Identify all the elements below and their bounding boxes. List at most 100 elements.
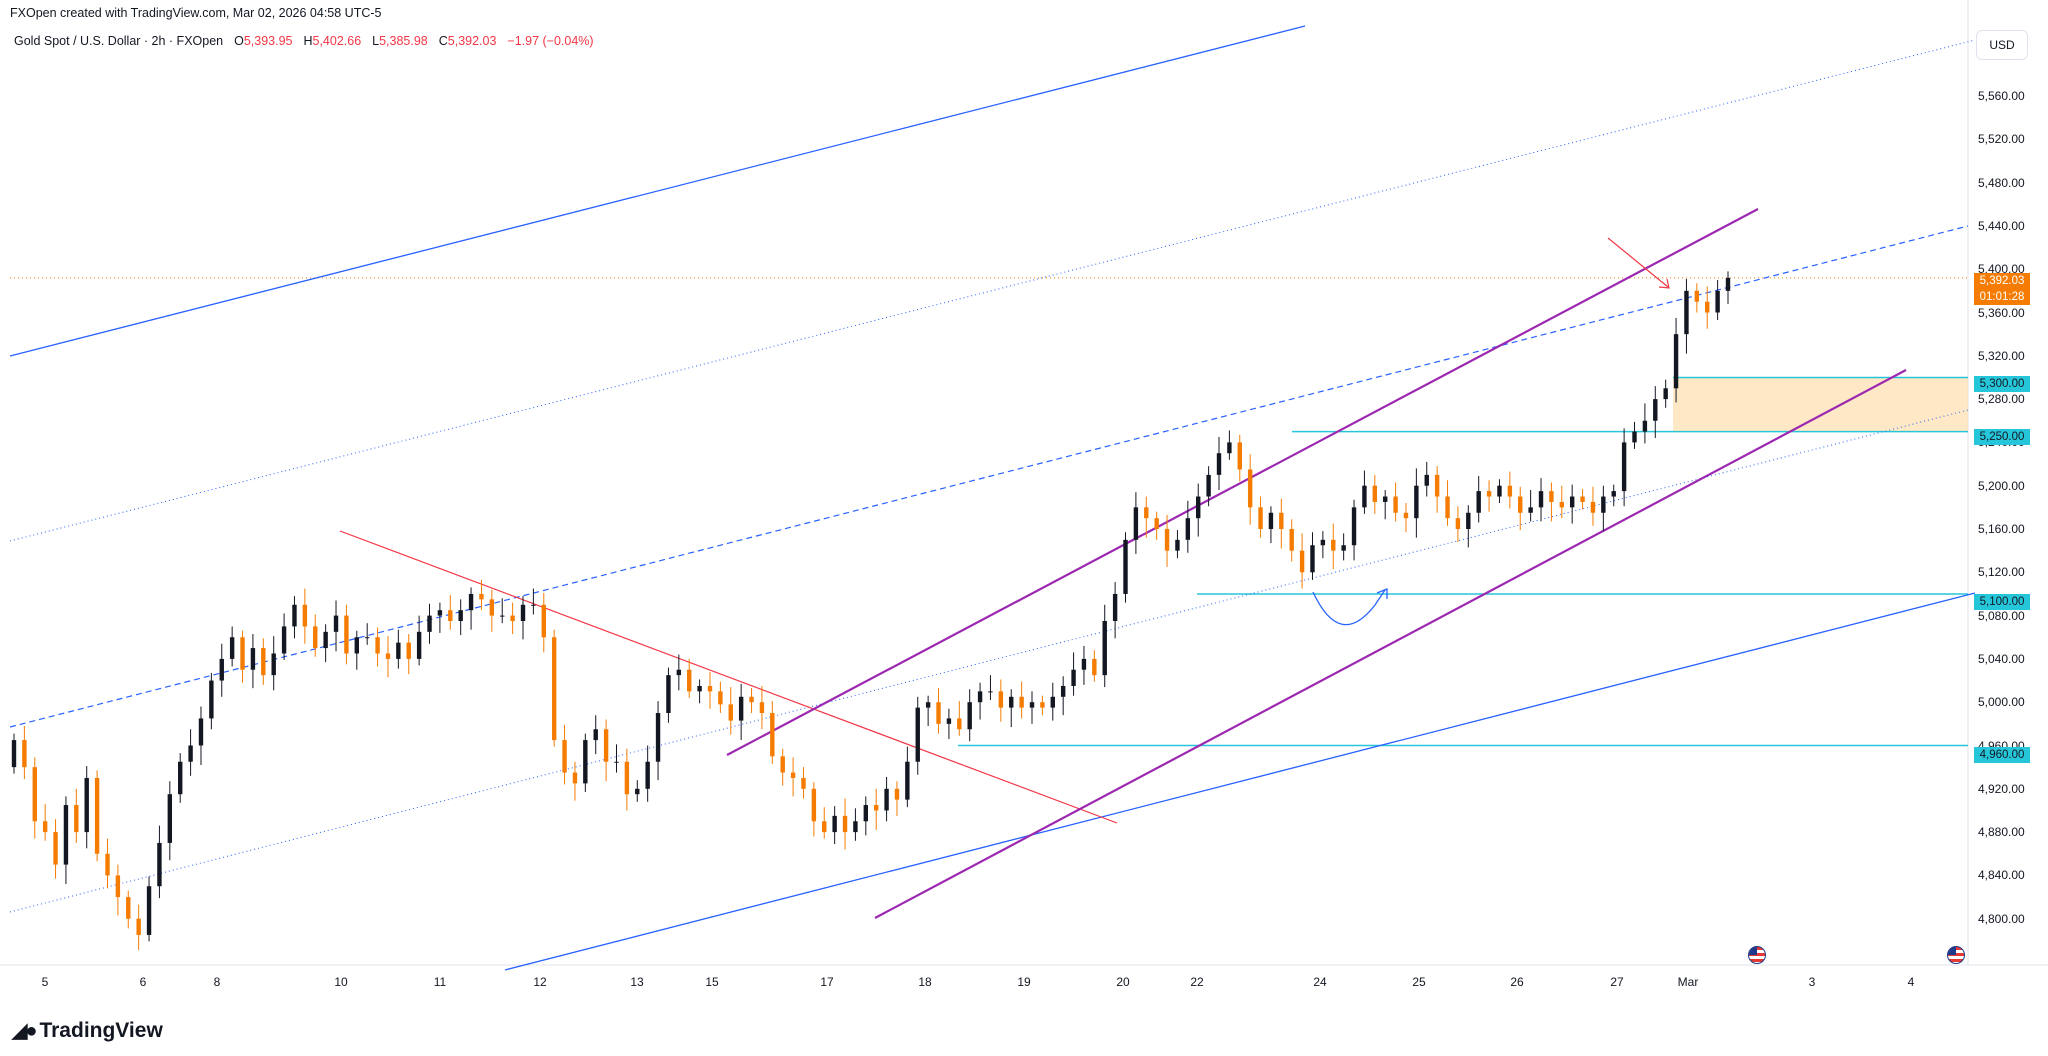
candle-body — [32, 767, 37, 822]
candle-body — [957, 718, 962, 730]
candle-body — [292, 604, 297, 627]
candle-body — [562, 740, 567, 773]
candle-body — [967, 702, 972, 730]
candle-body — [718, 691, 723, 705]
candle-body — [1590, 501, 1596, 513]
candle-body — [1486, 491, 1492, 497]
price-tick-label: 5,400.00 — [1978, 262, 2025, 277]
tradingview-logo-text: TradingView — [39, 1019, 163, 1042]
symbol-name[interactable]: Gold Spot / U.S. Dollar · 2h · FXOpen — [14, 34, 224, 48]
channel-lower-line — [874, 369, 1907, 919]
candle-body — [1206, 474, 1211, 497]
candle-body — [905, 761, 910, 800]
candle-body — [1019, 696, 1024, 708]
price-tick-label: 5,480.00 — [1978, 175, 2025, 190]
candle-body — [385, 653, 391, 659]
candle-body — [687, 669, 692, 692]
blue-channel-upper-mid-line — [9, 39, 1976, 542]
candle-body — [1196, 496, 1201, 519]
price-tick-label: 5,080.00 — [1978, 608, 2025, 623]
candle-body — [1715, 290, 1720, 313]
down-arrow-head — [1658, 278, 1670, 289]
candle-body — [1351, 507, 1357, 546]
candle-body — [1601, 496, 1606, 513]
candle-body — [261, 648, 266, 676]
candle-body — [126, 897, 131, 919]
candle-body — [697, 685, 702, 692]
price-tick-label: 5,200.00 — [1978, 478, 2025, 493]
candle-body — [209, 680, 214, 719]
candle-body — [1621, 442, 1627, 492]
candle-body — [915, 707, 920, 762]
price-tick-label: 5,560.00 — [1978, 89, 2025, 103]
candle-body — [1684, 290, 1689, 335]
candle-body — [1393, 496, 1398, 513]
symbol-legend[interactable]: Gold Spot / U.S. Dollar · 2h · FXOpen O5… — [14, 34, 594, 48]
chart-credit: FXOpen created with TradingView.com, Mar… — [10, 6, 382, 20]
candle-body — [302, 604, 308, 627]
candle-body — [1653, 399, 1658, 421]
candle-body — [94, 777, 100, 854]
candle-body — [801, 777, 806, 789]
date-tick-label: 27 — [1610, 975, 1624, 989]
candle-body — [1320, 539, 1326, 546]
candle-body — [1362, 485, 1367, 508]
date-tick-label: 10 — [334, 975, 348, 989]
price-tick-label: 5,520.00 — [1978, 132, 2025, 147]
current-price-tag: 5,392.03 — [1974, 273, 2030, 289]
level-tag-4960: 4,960.00 — [1974, 747, 2030, 763]
date-tick-label: 22 — [1190, 975, 1204, 989]
price-tick-label: 5,000.00 — [1978, 695, 2025, 710]
level-tag-5250: 5,250.00 — [1974, 429, 2030, 445]
candle-body — [1569, 496, 1575, 508]
candle-body — [1642, 420, 1648, 432]
us-event-flag-icon[interactable] — [1748, 946, 1766, 964]
candle-body — [884, 788, 889, 811]
candle-body — [489, 599, 495, 616]
tradingview-logo-icon: ◢● — [12, 1020, 38, 1042]
candle-body — [1414, 485, 1419, 519]
candle-body — [1466, 512, 1471, 529]
high-value: 5,402.66 — [312, 34, 362, 48]
candles-layer — [11, 271, 1731, 951]
candle-body — [1518, 496, 1523, 513]
candle-body — [406, 642, 411, 659]
currency-button[interactable]: USD — [1976, 30, 2028, 60]
candle-body — [832, 815, 837, 833]
candle-body — [1289, 529, 1294, 551]
candle-body — [250, 648, 256, 670]
price-tick-label: 5,320.00 — [1978, 348, 2025, 363]
candle-body — [1050, 696, 1055, 708]
candle-body — [1403, 512, 1409, 519]
candle-body — [655, 713, 661, 762]
candle-body — [42, 821, 48, 833]
date-tick-label: 25 — [1412, 975, 1426, 989]
candle-body — [53, 832, 58, 865]
candle-body — [416, 631, 422, 659]
candle-body — [84, 777, 89, 833]
candle-body — [1175, 539, 1180, 551]
candle-body — [583, 740, 588, 784]
candle-body — [1164, 529, 1170, 551]
candle-body — [998, 691, 1004, 708]
close-value: 5,392.03 — [447, 34, 497, 48]
date-tick-label: 3 — [1808, 975, 1816, 989]
candle-body — [1538, 491, 1544, 508]
candle-body — [1341, 545, 1346, 551]
date-tick-label: 12 — [533, 975, 547, 989]
candle-body — [468, 593, 474, 611]
date-tick-label: 26 — [1510, 975, 1524, 989]
candle-body — [1144, 507, 1149, 519]
countdown-tag: 01:01:28 — [1974, 289, 2030, 305]
candle-body — [946, 718, 952, 724]
candle-body — [988, 691, 993, 693]
us-event-flag-icon[interactable] — [1947, 946, 1965, 964]
candle-body — [1383, 496, 1388, 502]
candle-body — [645, 761, 650, 789]
candle-body — [551, 637, 557, 741]
candle-body — [1092, 658, 1097, 676]
candle-body — [1372, 485, 1378, 502]
candle-body — [1279, 512, 1284, 529]
candle-body — [354, 637, 359, 654]
